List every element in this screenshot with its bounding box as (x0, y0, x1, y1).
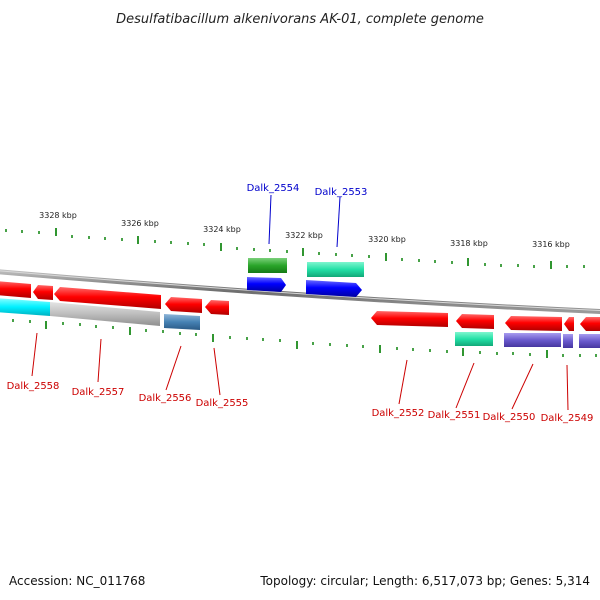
gene-arrow-dalk-2549[interactable] (564, 317, 574, 331)
gene-label-dalk-2557[interactable]: Dalk_2557 (72, 387, 125, 398)
gene-arrow-dalk-2551[interactable] (456, 314, 494, 329)
gene-arrow-dalk-2557[interactable] (54, 287, 161, 309)
reverse-strand-cog-boxes (0, 298, 600, 348)
ruler-label-5: 3318 kbp (450, 239, 488, 248)
leader-line-dalk-2555 (213, 347, 221, 396)
cog-box-dalk-2551 (455, 332, 493, 346)
ruler-label-2: 3324 kbp (203, 225, 241, 234)
gene-arrow-dalk-2550[interactable] (505, 316, 562, 331)
label-leader-lines (31, 194, 569, 411)
cog-box-dalk-2548 (579, 334, 600, 348)
inner-tick-ruler (12, 319, 597, 358)
cog-box-dalk-2550 (504, 333, 561, 347)
cog-box-dalk-2553 (307, 262, 364, 277)
leader-line-dalk-2557 (97, 338, 102, 383)
gene-label-dalk-2553[interactable]: Dalk_2553 (315, 187, 368, 198)
leader-line-dalk-2558 (31, 332, 38, 377)
gene-arrow-dalk-2548[interactable] (580, 317, 600, 331)
ruler-label-4: 3320 kbp (368, 235, 406, 244)
cog-box-dalk-2556 (164, 314, 200, 330)
gene-arrow-dalk-2559[interactable] (0, 281, 31, 298)
forward-strand-genes (247, 277, 362, 297)
reverse-strand-genes (0, 281, 600, 331)
gene-label-dalk-2558[interactable]: Dalk_2558 (7, 381, 60, 392)
gene-label-dalk-2552[interactable]: Dalk_2552 (372, 408, 425, 419)
ruler-label-6: 3316 kbp (532, 240, 570, 249)
gene-arrow-dalk-2555[interactable] (205, 300, 229, 315)
leader-line-dalk-2553 (336, 196, 341, 248)
gene-arrow-dalk-2558[interactable] (33, 285, 53, 300)
gene-label-dalk-2550[interactable]: Dalk_2550 (483, 412, 536, 423)
genome-backbone (0, 269, 600, 315)
leader-line-dalk-2554 (268, 194, 272, 245)
map-title: Desulfatibacillum alkenivorans AK-01, co… (116, 12, 484, 27)
ruler-label-1: 3326 kbp (121, 219, 159, 228)
ruler-label-3: 3322 kbp (285, 231, 323, 240)
leader-line-dalk-2551 (455, 362, 475, 409)
gene-label-dalk-2551[interactable]: Dalk_2551 (428, 410, 481, 421)
cog-box-dalk-2558 (0, 298, 50, 316)
gene-label-dalk-2555[interactable]: Dalk_2555 (196, 398, 249, 409)
gene-labels: Dalk_2554 Dalk_2553 Dalk_2558 Dalk_2557 … (7, 183, 594, 424)
gene-arrow-dalk-2556[interactable] (165, 297, 202, 313)
outer-tick-ruler (5, 228, 585, 269)
gene-arrow-dalk-2552[interactable] (371, 311, 448, 327)
forward-strand-cog-boxes (248, 258, 364, 277)
leader-line-dalk-2549 (566, 364, 569, 411)
gene-label-dalk-2556[interactable]: Dalk_2556 (139, 393, 192, 404)
leader-line-dalk-2552 (398, 359, 408, 405)
leader-line-dalk-2556 (165, 345, 182, 391)
cog-box-dalk-2549 (563, 334, 573, 348)
gene-label-dalk-2554[interactable]: Dalk_2554 (247, 183, 300, 194)
topology-text: Topology: circular; Length: 6,517,073 bp… (260, 574, 590, 588)
gene-arrow-dalk-2553[interactable] (306, 280, 362, 297)
accession-text: Accession: NC_011768 (9, 574, 146, 588)
ruler-label-0: 3328 kbp (39, 211, 77, 220)
cog-box-dalk-2557 (50, 302, 160, 326)
gene-arrow-dalk-2554[interactable] (247, 277, 286, 292)
leader-line-dalk-2550 (511, 363, 534, 410)
cog-box-dalk-2554 (248, 258, 287, 273)
genome-backbone-highlight (0, 270, 600, 312)
gene-label-dalk-2549[interactable]: Dalk_2549 (541, 413, 594, 424)
